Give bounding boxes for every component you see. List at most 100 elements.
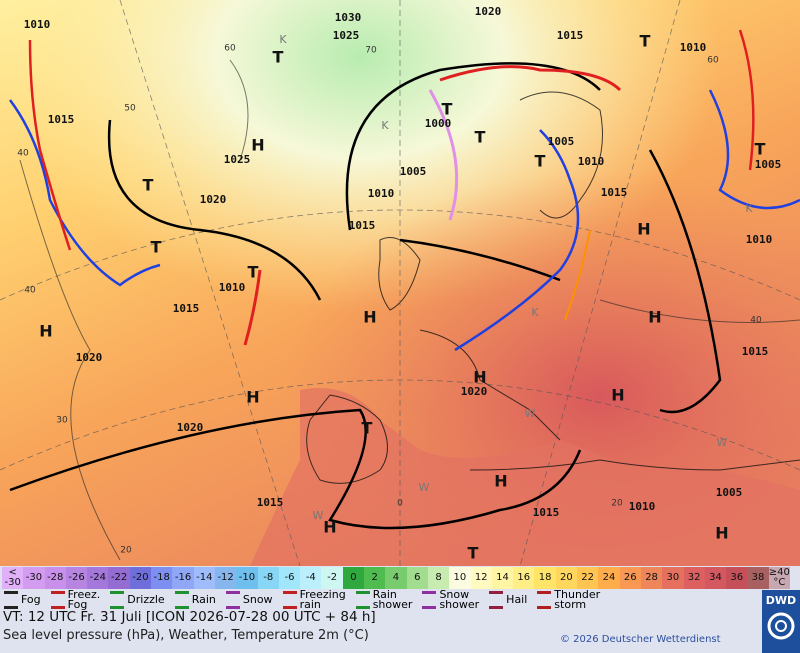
isotherm-label: 20 <box>611 499 623 509</box>
weather-label-line: Freez. <box>67 588 101 601</box>
scale-cell: 14 <box>491 567 514 589</box>
scale-cell: < -30 <box>2 567 24 589</box>
isotherm-label: 20 <box>120 546 132 556</box>
graticule <box>0 0 800 566</box>
temperature-scale: < -30 -30 -28 -26 -24 -22 -20 -18 -16 -14 -12 -10 -8-… <box>2 567 790 589</box>
scale-label: 36 <box>730 572 744 583</box>
isotherm-label: 60 <box>707 56 719 66</box>
scale-cell: 30 <box>662 567 684 589</box>
scale-label: °C <box>773 577 786 588</box>
pressure-center: T <box>640 32 651 51</box>
isobar-label: 1005 <box>755 158 782 171</box>
isobar-label: 1020 <box>475 5 502 18</box>
weather-label-line: Freezing <box>299 588 346 601</box>
scale-cell: 12 <box>470 567 492 589</box>
weather-item: Freez. Fog <box>47 588 101 611</box>
weather-label: Rain <box>191 593 216 606</box>
pressure-center: T <box>151 238 162 257</box>
weather-item: Drizzle <box>106 589 165 611</box>
isobar-label: 1010 <box>680 41 707 54</box>
scale-label: 16 <box>517 572 531 583</box>
isobar-label: 1015 <box>601 186 628 199</box>
weather-icon <box>355 591 370 609</box>
weather-label-line: storm <box>554 598 587 611</box>
pressure-center: H <box>246 388 259 407</box>
air-mass-mark: K <box>279 33 287 46</box>
scale-cell: 10 <box>449 567 471 589</box>
trough <box>564 229 591 321</box>
scale-label: -28 <box>47 572 64 583</box>
weather-label-line: Rain <box>191 593 216 606</box>
isobar-label: 1005 <box>400 165 427 178</box>
scale-cell: -24 <box>87 567 109 589</box>
scale-label: 4 <box>392 572 400 583</box>
isobar-label: 1025 <box>224 153 251 166</box>
scale-label: 6 <box>414 572 421 583</box>
scale-label: 30 <box>666 572 680 583</box>
scale-cell: 20 <box>555 567 578 589</box>
scale-label: -22 <box>110 572 128 583</box>
scale-cell: 24 <box>598 567 620 589</box>
scale-cell: -4 <box>300 567 322 589</box>
weather-label: Fog <box>21 594 41 605</box>
isobar-label: 1010 <box>746 233 773 246</box>
scale-label: 26 <box>623 572 637 583</box>
scale-cell: 6 <box>406 567 428 589</box>
pressure-center: T <box>362 419 373 438</box>
pressure-center: H <box>39 322 52 341</box>
cold-front <box>708 89 800 210</box>
cold-front <box>454 129 580 352</box>
pressure-center: T <box>475 128 486 147</box>
pressure-center: H <box>323 518 336 537</box>
scale-label: -10 <box>238 572 256 583</box>
isobar-label: 1015 <box>533 506 560 519</box>
weather-icon <box>174 591 189 609</box>
isobar-label: 1015 <box>349 219 376 232</box>
scale-cell: 34 <box>704 567 727 589</box>
pressure-center: T <box>273 48 284 67</box>
isobar-label: 1010 <box>629 500 656 513</box>
warm-front <box>439 65 622 92</box>
isobar-label: 1010 <box>219 281 246 294</box>
weather-label: Snow shower <box>439 589 479 610</box>
scale-label: -30 <box>25 572 43 583</box>
scale-label: ≥40 <box>768 567 790 578</box>
isobar-label: 1005 <box>548 135 575 148</box>
isotherm-label: 30 <box>56 416 68 426</box>
scale-label: 2 <box>371 572 378 583</box>
air-mass-mark: W <box>717 436 728 449</box>
pressure-center: H <box>494 472 507 491</box>
isotherm-label: 40 <box>24 286 36 296</box>
scale-label: -8 <box>263 572 274 583</box>
weather-label-line: Snow <box>242 593 273 606</box>
isobar-label: 1005 <box>716 486 743 499</box>
scale-label: 22 <box>581 572 595 583</box>
weather-label: Rain shower <box>372 588 413 610</box>
weather-icon <box>422 591 437 609</box>
isobar-label: 1015 <box>257 496 284 509</box>
weather-item: Freezing rain <box>279 589 346 611</box>
pressure-center: H <box>251 136 264 155</box>
pressure-center: T <box>535 152 546 171</box>
isotherm-label: 0 <box>397 499 403 509</box>
isobar-label: 1010 <box>24 18 51 31</box>
isotherm-label: 50 <box>124 104 136 114</box>
scale-cell: -12 <box>214 567 237 589</box>
isobar-label: 1020 <box>76 351 103 364</box>
scale-cell: -18 <box>151 567 173 589</box>
pressure-center: T <box>248 263 259 282</box>
weather-label-line: Rain <box>372 588 397 601</box>
scale-label: -14 <box>196 572 213 583</box>
scale-cell: -28 <box>44 567 66 589</box>
air-mass-mark: W <box>525 407 536 420</box>
pressure-center: H <box>637 220 650 239</box>
coastlines <box>306 91 800 484</box>
weather-label-line: Drizzle <box>127 593 165 606</box>
scale-cell: 18 <box>534 567 556 589</box>
isobar-label: 1020 <box>461 385 488 398</box>
air-mass-mark: W <box>419 481 430 494</box>
scale-cell: ≥40 °C <box>768 567 790 589</box>
weather-label: Freezing rain <box>299 588 346 610</box>
scale-label: 24 <box>602 572 616 583</box>
warm-front <box>738 29 755 171</box>
